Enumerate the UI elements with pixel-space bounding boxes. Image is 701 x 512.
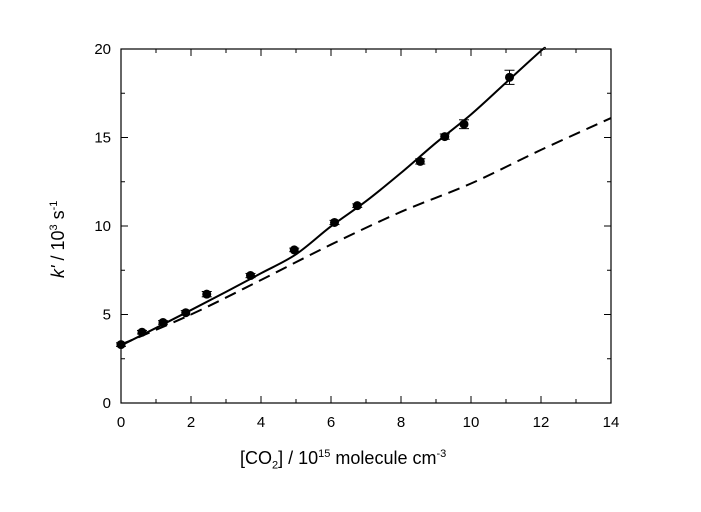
x-tick-label: 14 (603, 414, 620, 431)
y-tick-label: 10 (94, 218, 111, 235)
x-tick-label: 2 (187, 414, 195, 431)
data-point (330, 217, 339, 227)
plot-frame (120, 48, 612, 404)
y-tick-label: 20 (94, 41, 111, 58)
x-axis-title: [CO2] / 1015 molecule cm-3 (240, 448, 447, 472)
x-tick-label: 10 (463, 414, 480, 431)
data-point (116, 340, 126, 350)
x-tick-label: 0 (117, 414, 125, 431)
data-point (440, 132, 450, 142)
data-points (116, 69, 515, 350)
data-point (289, 245, 299, 255)
x-tick-label: 6 (327, 414, 335, 431)
y-tick-label: 0 (103, 395, 111, 412)
data-point (202, 289, 212, 299)
data-point (158, 317, 168, 327)
fit-curve-solid (120, 46, 546, 347)
y-axis-title: k' / 103 s-1 (48, 200, 68, 278)
data-point (181, 308, 191, 318)
y-tick-label: 15 (94, 130, 111, 147)
data-point (137, 327, 147, 337)
x-tick-label: 8 (397, 414, 405, 431)
data-point (415, 156, 425, 166)
fit-curve-dashed (120, 117, 612, 346)
x-tick-label: 4 (257, 414, 265, 431)
x-tick-label: 12 (533, 414, 550, 431)
data-point (352, 201, 362, 211)
tick-marks (120, 48, 612, 404)
tick-labels: 0 2 4 6 8 10 12 14 0 5 10 15 20 (94, 41, 619, 431)
data-point (246, 271, 255, 281)
y-tick-label: 5 (103, 307, 111, 324)
data-point (505, 72, 514, 82)
data-point (459, 119, 469, 129)
